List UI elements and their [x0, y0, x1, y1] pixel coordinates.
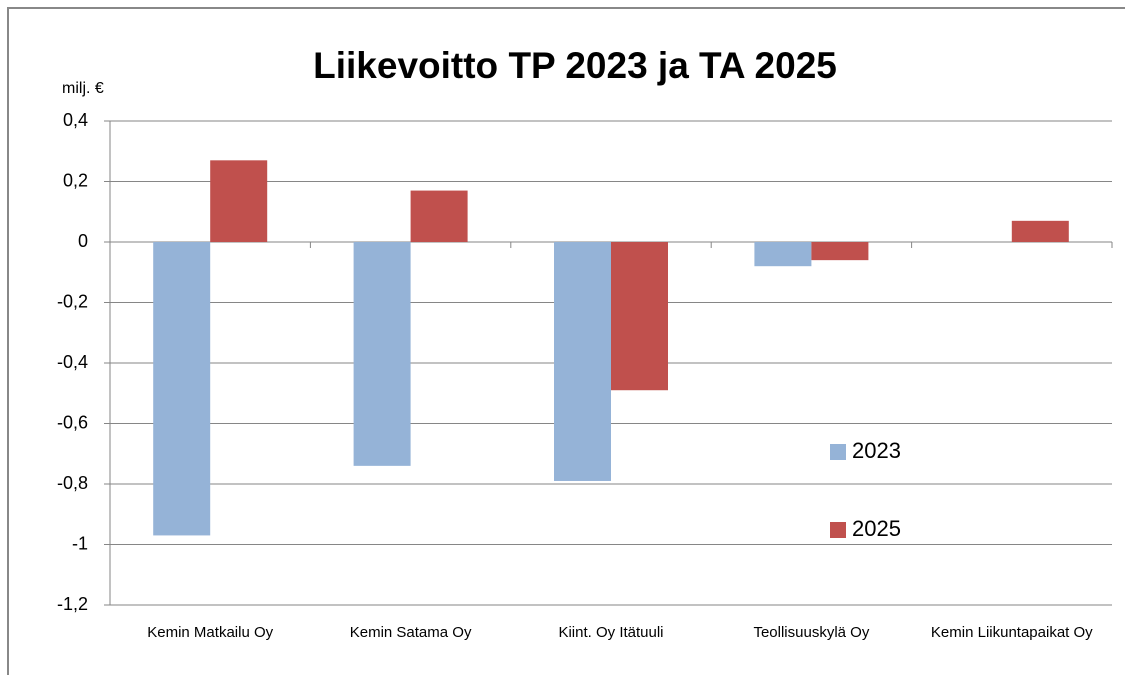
y-tick-label: 0,4: [63, 110, 88, 130]
chart-frame: [7, 7, 1125, 675]
bar: [353, 242, 411, 466]
y-tick-label: 0,2: [63, 170, 88, 190]
x-tick-label: Kemin Satama Oy: [350, 624, 472, 641]
y-tick-label: -0,8: [57, 473, 88, 493]
legend-label: 2023: [852, 438, 901, 463]
y-axis-label: milj. €: [62, 80, 104, 97]
x-tick-label: Kemin Liikuntapaikat Oy: [931, 624, 1093, 641]
bar: [153, 242, 211, 536]
y-tick-label: -0,4: [57, 352, 88, 372]
chart-title: Liikevoitto TP 2023 ja TA 2025: [313, 45, 837, 86]
y-tick-label: -1,2: [57, 594, 88, 614]
legend-swatch: [830, 522, 846, 538]
bar: [210, 160, 268, 242]
legend-label: 2025: [852, 516, 901, 541]
y-tick-label: 0: [78, 231, 88, 251]
y-tick-label: -0,6: [57, 412, 88, 432]
x-tick-label: Kiint. Oy Itätuuli: [558, 624, 663, 641]
bar: [754, 242, 812, 267]
bar: [611, 242, 668, 391]
bar: [811, 242, 869, 261]
x-tick-label: Teollisuuskylä Oy: [753, 624, 869, 641]
x-tick-label: Kemin Matkailu Oy: [147, 624, 273, 641]
bar: [554, 242, 611, 481]
bar: [1011, 220, 1069, 242]
legend-swatch: [830, 444, 846, 460]
bar: [410, 190, 468, 242]
y-tick-label: -0,2: [57, 291, 88, 311]
y-tick-label: -1: [72, 533, 88, 553]
